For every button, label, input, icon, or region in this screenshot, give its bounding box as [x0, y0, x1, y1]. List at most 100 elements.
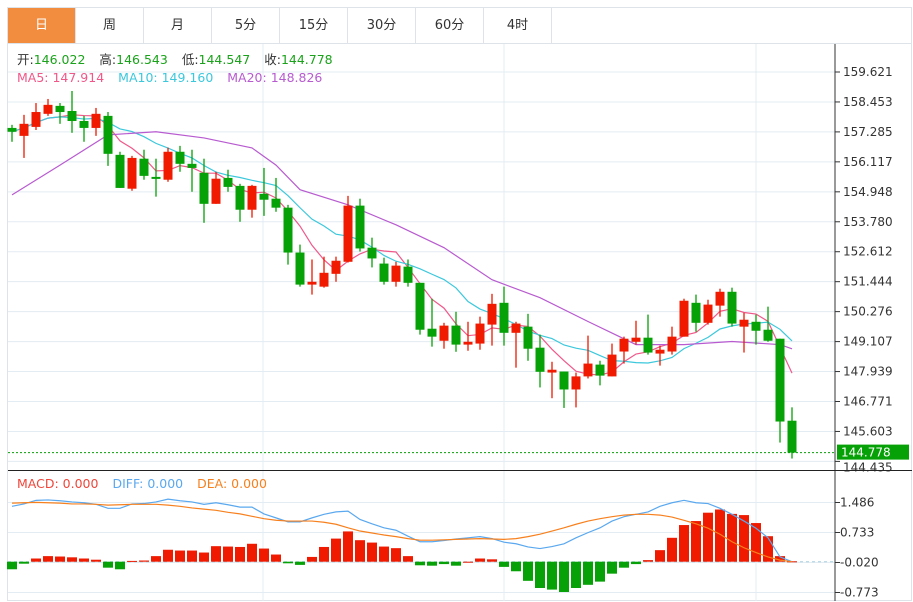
candle-down [175, 151, 185, 164]
candle-down [79, 121, 89, 128]
macd-bar [499, 561, 509, 567]
macd-bar [667, 537, 677, 562]
macd-bar [199, 552, 209, 562]
macd-bar [427, 561, 437, 566]
low-value: 144.547 [198, 52, 251, 67]
candle-down [559, 371, 569, 390]
ma10-value: MA10: 149.160 [118, 70, 214, 85]
macd-bar [67, 557, 77, 562]
candle-up [679, 300, 689, 337]
macd-bar [355, 540, 365, 562]
tab-day[interactable]: 日 [8, 8, 76, 43]
candle-down [727, 291, 737, 324]
moving-averages [11, 114, 793, 376]
macd-bar [607, 561, 617, 574]
close-value: 144.778 [280, 52, 333, 67]
tab-60min[interactable]: 60分 [416, 8, 484, 43]
macd-bar [139, 560, 149, 562]
macd-value: MACD: 0.000 [17, 476, 99, 491]
macd-tick-label: 0.733 [840, 526, 874, 540]
macd-tick-label: -0.020 [840, 556, 879, 570]
macd-bar [787, 561, 797, 563]
candle-up [619, 338, 629, 352]
price-tick-label: 150.276 [843, 305, 893, 319]
macd-bar [583, 561, 593, 585]
chart-frame [7, 7, 912, 601]
candle-down [223, 177, 233, 187]
candle-down [427, 328, 437, 337]
macd-bar [631, 561, 641, 565]
candle-down [691, 302, 701, 323]
candle-up [463, 341, 473, 345]
macd-bar [727, 513, 737, 562]
macd-bar [511, 561, 521, 572]
candle-up [703, 304, 713, 323]
candle-up [19, 123, 29, 136]
macd-tick-label: 1.486 [840, 496, 874, 510]
candle-up [631, 337, 641, 342]
diff-line [11, 498, 793, 563]
price-tick-label: 156.117 [843, 155, 893, 169]
candle-up [607, 354, 617, 377]
candle-up [31, 112, 41, 127]
macd-bar [643, 560, 653, 562]
tab-15min[interactable]: 15分 [280, 8, 348, 43]
macd-bar [703, 512, 713, 562]
macd-bar [79, 558, 89, 562]
price-tick-label: 145.603 [843, 424, 893, 438]
macd-bar [715, 509, 725, 562]
candle-up [319, 272, 329, 287]
candle-up [307, 281, 317, 285]
candle-up [163, 151, 173, 180]
macd-bar [547, 561, 557, 590]
macd-bar [271, 554, 281, 562]
close-label: 收: [264, 52, 281, 67]
candle-down [139, 158, 149, 176]
macd-bar [331, 538, 341, 562]
candle-down [643, 337, 653, 353]
current-price-label: 144.778 [841, 446, 891, 460]
candle-up [127, 157, 137, 189]
tab-week[interactable]: 周 [76, 8, 144, 43]
candle-down [763, 329, 773, 341]
macd-bar [691, 521, 701, 562]
macd-bar [679, 525, 689, 562]
candle-down [403, 266, 413, 283]
candle-down [775, 338, 785, 422]
ma5-value: MA5: 147.914 [17, 70, 105, 85]
candle-up [91, 113, 101, 128]
macd-bar [307, 556, 317, 562]
macd-bar [319, 546, 329, 562]
macd-bar [751, 523, 761, 562]
candle-down [67, 111, 77, 122]
tab-30min[interactable]: 30分 [348, 8, 416, 43]
macd-bar [19, 561, 29, 564]
candle-up [547, 369, 557, 373]
macd-bar [175, 550, 185, 562]
candle-up [511, 323, 521, 333]
tab-5min[interactable]: 5分 [212, 8, 280, 43]
candle-down [379, 263, 389, 282]
tab-4hour[interactable]: 4时 [484, 8, 552, 43]
candle-down [199, 172, 209, 204]
macd-bar [367, 542, 377, 562]
high-label: 高: [99, 52, 117, 67]
candle-up [391, 265, 401, 282]
macd-bar [535, 561, 545, 588]
macd-bar [439, 561, 449, 565]
open-label: 开: [17, 52, 34, 67]
candle-down [595, 364, 605, 376]
macd-bar [247, 543, 257, 562]
candle-down [535, 347, 545, 372]
candle-up [211, 178, 221, 204]
macd-bar [259, 548, 269, 562]
macd-bar [595, 561, 605, 582]
candle-down [115, 154, 125, 188]
price-tick-label: 159.621 [843, 65, 893, 79]
macd-bar [295, 561, 305, 565]
candle-up [247, 185, 257, 210]
tab-month[interactable]: 月 [144, 8, 212, 43]
macd-bar [43, 556, 53, 562]
macd-bar [187, 550, 197, 562]
